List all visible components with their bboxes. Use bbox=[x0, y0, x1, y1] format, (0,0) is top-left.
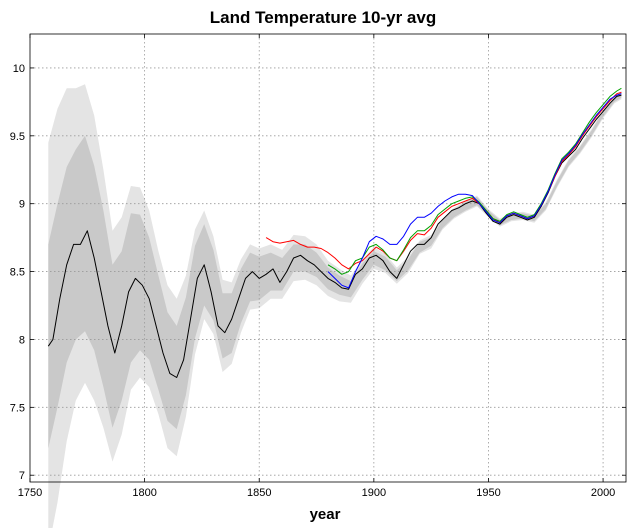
tick-marks bbox=[29, 34, 626, 482]
uncertainty-band-inner bbox=[48, 92, 622, 449]
uncertainty-bands bbox=[48, 84, 622, 528]
grid-lines bbox=[30, 34, 626, 482]
series-line-red bbox=[265, 91, 622, 270]
y-tick-label: 10 bbox=[13, 63, 25, 75]
series-line-green bbox=[327, 87, 622, 275]
x-tick-label: 1750 bbox=[18, 487, 42, 499]
y-tick-label: 9 bbox=[19, 199, 25, 211]
x-tick-label: 1950 bbox=[476, 487, 500, 499]
series-line-blue bbox=[327, 93, 622, 289]
x-tick-label: 1800 bbox=[132, 487, 156, 499]
series-lines bbox=[47, 87, 622, 378]
y-tick-label: 7.5 bbox=[10, 402, 25, 414]
x-tick-labels: 1750 1800 1850 1900 1950 2000 bbox=[18, 487, 616, 499]
plot-frame bbox=[29, 33, 627, 483]
y-tick-labels: 7 7.5 8 8.5 9 9.5 10 bbox=[10, 63, 25, 482]
x-tick-label: 1900 bbox=[362, 487, 386, 499]
y-tick-label: 9.5 bbox=[10, 131, 25, 143]
y-tick-label: 8.5 bbox=[10, 267, 25, 279]
x-tick-label: 1850 bbox=[247, 487, 271, 499]
x-axis-label: year bbox=[310, 506, 341, 523]
series-line-black bbox=[47, 94, 622, 378]
x-tick-label: 2000 bbox=[591, 487, 615, 499]
y-tick-label: 8 bbox=[19, 334, 25, 346]
chart-title: Land Temperature 10-yr avg bbox=[210, 8, 436, 27]
y-tick-label: 7 bbox=[19, 470, 25, 482]
